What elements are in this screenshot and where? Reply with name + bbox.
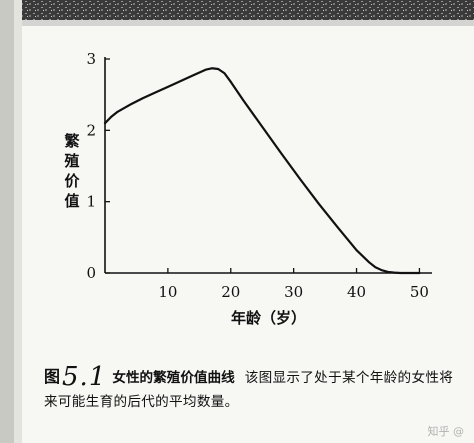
chart-tick-labels: 10 20 30 40 50 0 1 2 3 <box>86 50 429 301</box>
series-line <box>103 67 421 275</box>
watermark: 知乎 @ <box>427 425 465 438</box>
scan-edge-left <box>0 0 22 443</box>
x-tick-label: 10 <box>158 283 177 301</box>
caption-figure-prefix: 图 <box>44 367 61 386</box>
chart-series <box>103 67 421 275</box>
x-tick-label: 50 <box>410 283 429 301</box>
y-axis-label: 繁殖价值 <box>63 132 80 210</box>
x-tick-label: 30 <box>284 283 303 301</box>
scan-edge-top <box>0 0 474 26</box>
y-tick-label: 3 <box>86 50 96 68</box>
y-tick-label: 2 <box>86 121 96 139</box>
x-axis-label: 年龄（岁） <box>231 309 306 327</box>
chart-axes <box>104 57 432 274</box>
caption-figure-title: 女性的繁殖价值曲线 <box>112 370 235 386</box>
x-tick-label: 20 <box>221 283 240 301</box>
figure-caption: 图5.1 女性的繁殖价值曲线 该图显示了处于某个年龄的女性将来可能生育的后代的平均数… <box>44 362 462 414</box>
caption-figure-number: 5.1 <box>62 362 107 392</box>
caption-text: 该图显示了处于某个年龄的女性将来可能生育的后代的平均数量。 <box>44 370 454 410</box>
y-tick-label: 1 <box>86 193 96 211</box>
x-tick-label: 40 <box>347 283 366 301</box>
y-tick-label: 0 <box>86 264 96 282</box>
chart-ticks <box>105 58 421 274</box>
